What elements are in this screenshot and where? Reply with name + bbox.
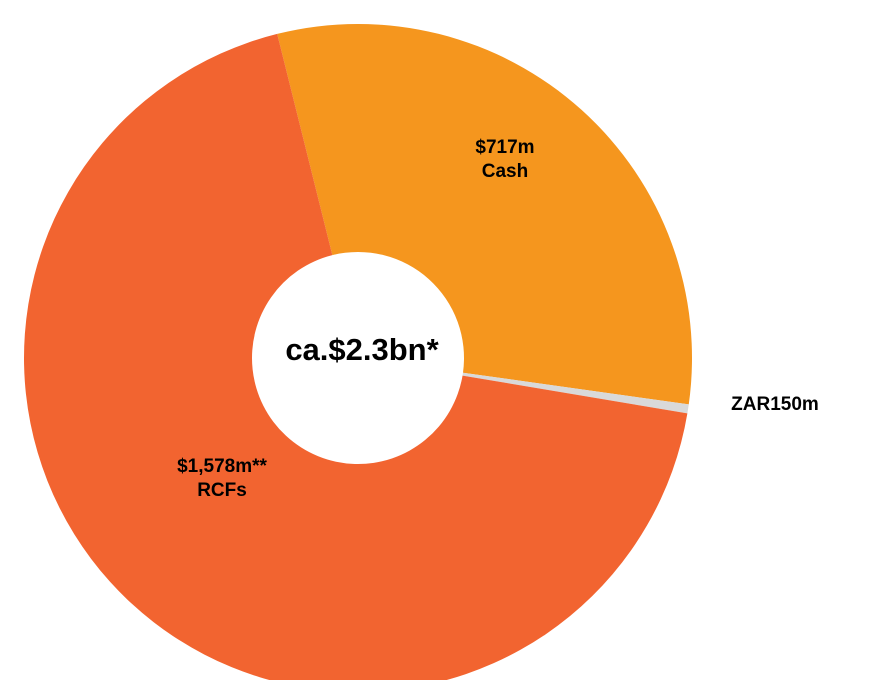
value-label: $1,578m**	[177, 456, 267, 477]
category-label: Cash	[482, 161, 528, 182]
slice	[277, 23, 692, 405]
slice	[24, 33, 688, 680]
value-label: ZAR150m	[731, 394, 819, 415]
center-label: ca.$2.3bn*	[285, 332, 439, 367]
value-label: $717m	[475, 137, 534, 158]
slice	[462, 372, 689, 414]
slices	[24, 23, 692, 680]
category-label: RCFs	[197, 480, 247, 501]
